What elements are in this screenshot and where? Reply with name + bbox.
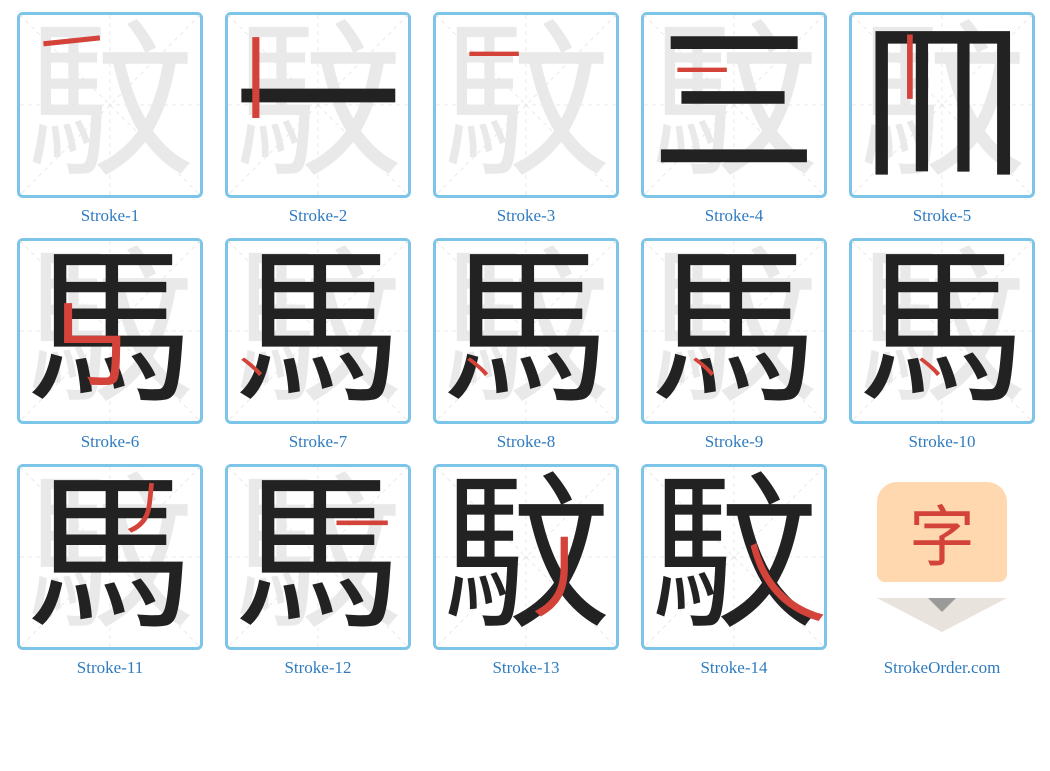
stroke-tile: 馼馼丿 [433, 464, 619, 650]
brand-cell: 字 StrokeOrder.com [844, 464, 1040, 678]
stroke-tile: 馼馬丶 [433, 238, 619, 424]
stroke-label: Stroke-12 [284, 658, 351, 678]
stroke-tile: 馼一丨 [225, 12, 411, 198]
stroke-cell: 馼馼乀 Stroke-14 [636, 464, 832, 678]
brand-logo: 字 [849, 464, 1035, 650]
stroke-cell: 馼三一 Stroke-4 [636, 12, 832, 226]
guide-lines [228, 467, 408, 647]
stroke-cell: 馼馬丿 Stroke-11 [12, 464, 208, 678]
stroke-tile: 馼馬㇉ [17, 238, 203, 424]
pencil-tip-icon [877, 598, 1007, 632]
stroke-label: Stroke-11 [77, 658, 143, 678]
stroke-tile: 馼馼乀 [641, 464, 827, 650]
stroke-label: Stroke-1 [81, 206, 140, 226]
stroke-tile: 馼一 [17, 12, 203, 198]
guide-lines [644, 467, 824, 647]
guide-lines [852, 15, 1032, 195]
stroke-tile: 馼馬一 [225, 464, 411, 650]
stroke-order-grid: 馼一 Stroke-1 馼一丨 Stroke-2 馼𠄞一 Stroke-3 馼三一 St… [12, 12, 1038, 678]
guide-lines [20, 467, 200, 647]
stroke-label: Stroke-7 [289, 432, 348, 452]
stroke-cell: 馼馬丶 Stroke-8 [428, 238, 624, 452]
stroke-label: Stroke-8 [497, 432, 556, 452]
stroke-tile: 馼𦉫丨 [849, 12, 1035, 198]
guide-lines [436, 241, 616, 421]
guide-lines [228, 241, 408, 421]
stroke-tile: 馼𠄞一 [433, 12, 619, 198]
guide-lines [20, 15, 200, 195]
stroke-tile: 馼馬丶 [849, 238, 1035, 424]
guide-lines [852, 241, 1032, 421]
guide-lines [20, 241, 200, 421]
stroke-tile: 馼馬丿 [17, 464, 203, 650]
stroke-cell: 馼一 Stroke-1 [12, 12, 208, 226]
stroke-cell: 馼馬㇉ Stroke-6 [12, 238, 208, 452]
brand-label: StrokeOrder.com [884, 658, 1001, 678]
stroke-label: Stroke-2 [289, 206, 348, 226]
stroke-cell: 馼𦉫丨 Stroke-5 [844, 12, 1040, 226]
guide-lines [644, 241, 824, 421]
stroke-cell: 馼一丨 Stroke-2 [220, 12, 416, 226]
guide-lines [436, 15, 616, 195]
stroke-label: Stroke-14 [700, 658, 767, 678]
stroke-cell: 馼馼丿 Stroke-13 [428, 464, 624, 678]
guide-lines [228, 15, 408, 195]
stroke-tile: 馼馬丶 [225, 238, 411, 424]
stroke-tile: 馼馬丶 [641, 238, 827, 424]
logo-glyph: 字 [877, 482, 1007, 582]
stroke-cell: 馼馬丶 Stroke-9 [636, 238, 832, 452]
stroke-cell: 馼馬丶 Stroke-10 [844, 238, 1040, 452]
stroke-label: Stroke-10 [908, 432, 975, 452]
stroke-tile: 馼三一 [641, 12, 827, 198]
guide-lines [436, 467, 616, 647]
stroke-label: Stroke-9 [705, 432, 764, 452]
stroke-label: Stroke-3 [497, 206, 556, 226]
stroke-label: Stroke-4 [705, 206, 764, 226]
stroke-label: Stroke-6 [81, 432, 140, 452]
stroke-cell: 馼𠄞一 Stroke-3 [428, 12, 624, 226]
stroke-cell: 馼馬一 Stroke-12 [220, 464, 416, 678]
guide-lines [644, 15, 824, 195]
stroke-label: Stroke-13 [492, 658, 559, 678]
stroke-cell: 馼馬丶 Stroke-7 [220, 238, 416, 452]
stroke-label: Stroke-5 [913, 206, 972, 226]
